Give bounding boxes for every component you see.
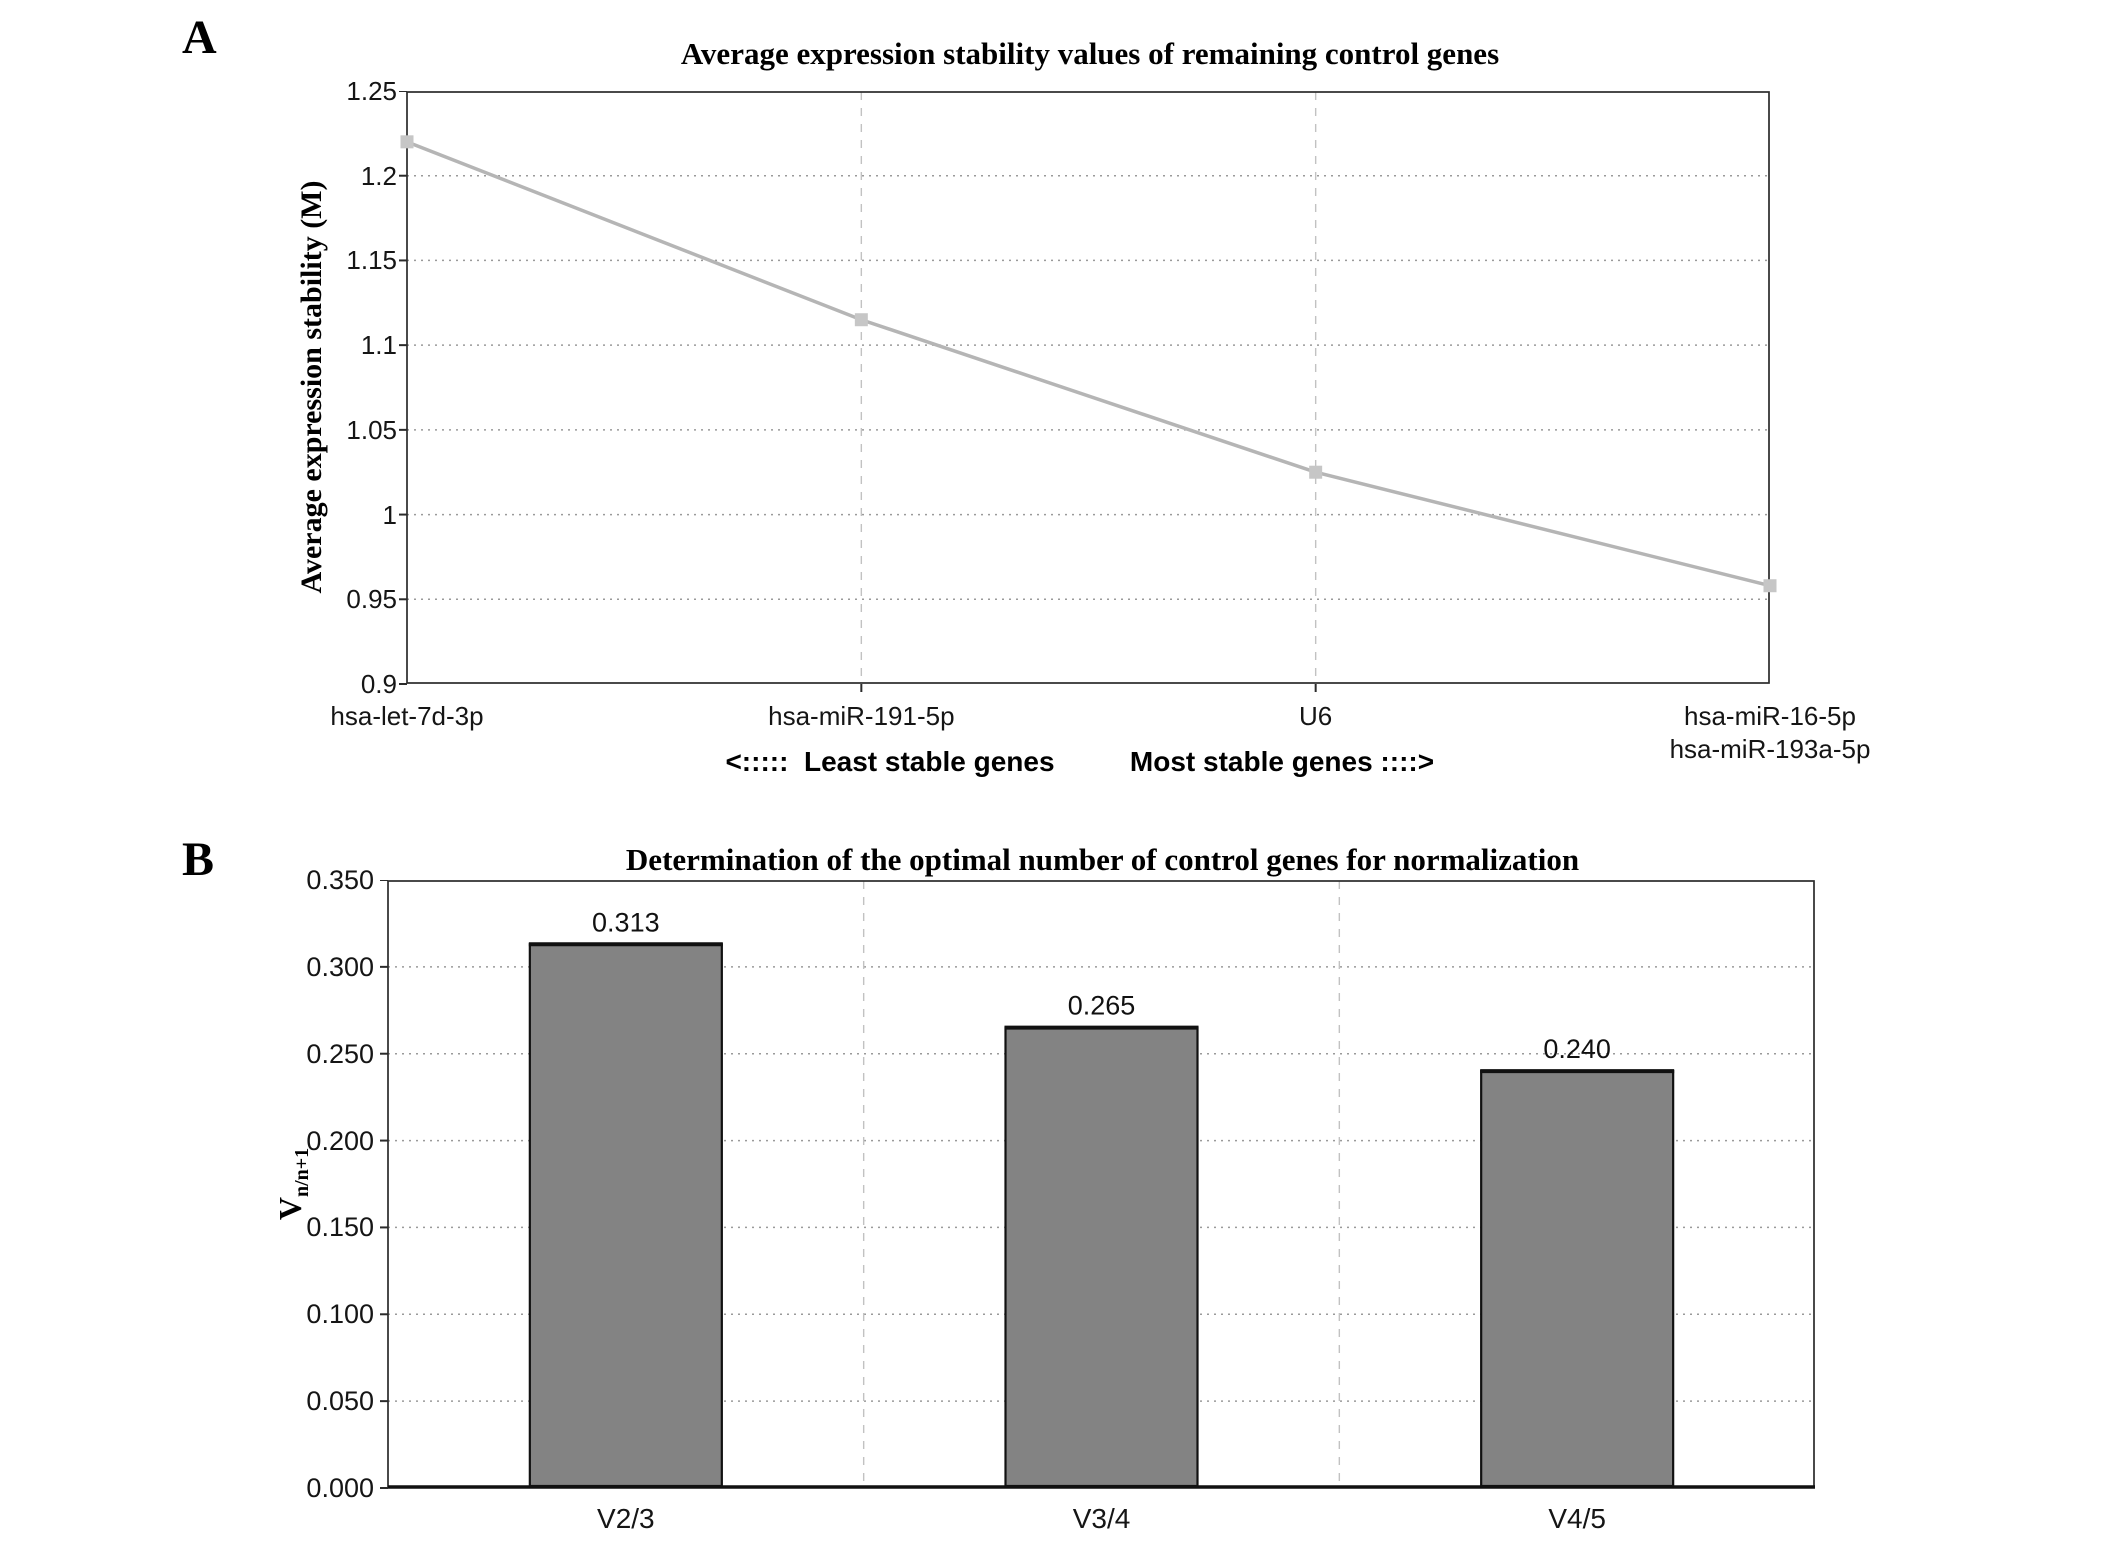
panel-b-y-axis-label: Vn/n+1 <box>272 1148 314 1220</box>
x-category-label: V2/3 <box>597 1503 655 1534</box>
y-tick-label: 0.050 <box>306 1386 374 1417</box>
bar <box>1004 1026 1199 1488</box>
data-point-marker <box>1763 579 1777 593</box>
y-tick-label: 1.05 <box>346 414 397 445</box>
bar <box>528 943 723 1488</box>
y-tick-label: 0.250 <box>306 1038 374 1069</box>
panel-b-letter: B <box>182 833 215 886</box>
plot-border <box>406 91 1770 684</box>
bar <box>1480 1069 1675 1488</box>
bar-value-label: 0.265 <box>1068 991 1136 1021</box>
data-point-marker <box>854 313 868 327</box>
y-tick-label: 1.15 <box>346 245 397 276</box>
y-tick-label: 0.300 <box>306 951 374 982</box>
panel-a-title: Average expression stability values of r… <box>680 36 1500 71</box>
x-category-label: V4/5 <box>1548 1503 1606 1534</box>
y-tick-label: 1.2 <box>360 160 397 191</box>
panel-a-letter: A <box>182 11 217 64</box>
y-tick-label: 0.000 <box>306 1473 374 1503</box>
y-tick-label: 0.200 <box>306 1125 374 1156</box>
y-tick-label: 0.9 <box>360 669 397 699</box>
y-tick-label: 0.350 <box>306 865 374 895</box>
least-stable-annotation: <::::: Least stable genes <box>725 746 1055 777</box>
panel-b-title: Determination of the optimal number of c… <box>625 842 1580 877</box>
bar-value-label: 0.240 <box>1543 1034 1611 1064</box>
y-tick-label: 1.25 <box>346 76 397 106</box>
bar-value-label: 0.313 <box>592 907 660 937</box>
x-category-label: hsa-miR-191-5p <box>768 701 955 731</box>
x-category-label: hsa-let-7d-3p <box>330 701 484 731</box>
y-tick-label: 1.1 <box>360 330 397 361</box>
x-category-label: hsa-miR-16-5p hsa-miR-193a-5p <box>1669 701 1871 764</box>
stability-line <box>406 140 1771 588</box>
y-tick-label: 0.100 <box>306 1299 374 1330</box>
stability-line-chart <box>399 91 1777 692</box>
panel-a-y-axis-label: Average expression stability (M) <box>295 180 328 594</box>
y-tick-label: 1 <box>382 499 397 530</box>
data-point-marker <box>400 135 414 149</box>
most-stable-annotation: Most stable genes ::::> <box>1129 746 1435 777</box>
x-category-label: V3/4 <box>1072 1503 1131 1534</box>
data-point-marker <box>1309 465 1323 479</box>
x-category-label: U6 <box>1299 701 1333 731</box>
y-tick-label: 0.95 <box>346 584 397 615</box>
pairwise-variation-bar-chart: 0.313 0.265 0.240 <box>380 880 1815 1489</box>
y-tick-label: 0.150 <box>306 1212 374 1243</box>
